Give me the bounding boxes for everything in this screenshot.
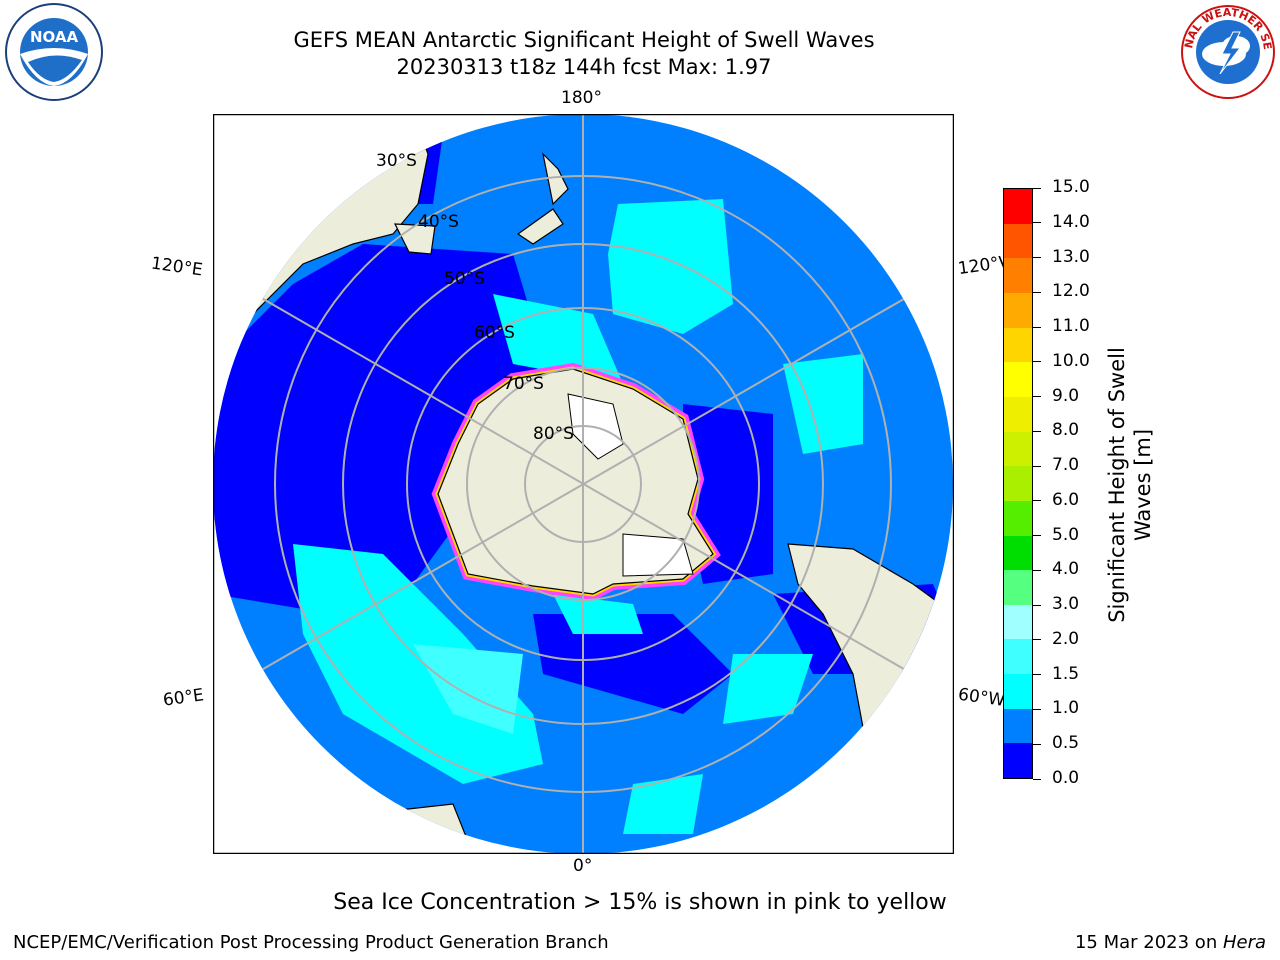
colorbar xyxy=(1003,188,1033,779)
colorbar-tick-label: 6.0 xyxy=(1052,489,1080,510)
footer-host: Hera xyxy=(1222,932,1266,953)
lat-label-30s: 30°S xyxy=(376,151,417,171)
colorbar-tick-label: 15.0 xyxy=(1052,177,1090,197)
colorbar-tick-label: 8.0 xyxy=(1052,420,1080,441)
colorbar-tick xyxy=(1033,222,1041,224)
colorbar-tick xyxy=(1033,708,1041,710)
low-swell-region-west xyxy=(213,244,543,614)
colorbar-tick xyxy=(1033,326,1041,328)
colorbar-tick xyxy=(1033,674,1041,676)
colorbar-tick-label: 9.0 xyxy=(1052,385,1080,406)
colorbar-tick-label: 0.0 xyxy=(1052,768,1080,788)
colorbar-tick xyxy=(1033,500,1041,502)
colorbar-tick xyxy=(1033,430,1041,432)
colorbar-tick-label: 10.0 xyxy=(1052,350,1090,371)
colorbar-tick-label: 14.0 xyxy=(1052,211,1090,232)
colorbar-tick xyxy=(1033,291,1041,293)
colorbar-segment xyxy=(1004,708,1032,744)
colorbar-tick xyxy=(1033,535,1041,537)
colorbar-tick-label: 1.5 xyxy=(1052,663,1080,684)
lat-label-60s: 60°S xyxy=(474,323,515,343)
colorbar-tick xyxy=(1033,743,1041,745)
map-border xyxy=(213,114,954,854)
colorbar-tick xyxy=(1033,257,1041,259)
lon-label-60e: 60°E xyxy=(161,685,206,711)
colorbar-tick-label: 5.0 xyxy=(1052,524,1080,545)
colorbar-tick xyxy=(1033,396,1041,398)
noaa-logo-text: NOAA xyxy=(30,28,79,46)
swell-region-east xyxy=(783,354,863,454)
lon-label-60w: 60°W xyxy=(956,684,1007,711)
colorbar-tick xyxy=(1033,604,1041,606)
colorbar-segment xyxy=(1004,431,1032,467)
colorbar-segment xyxy=(1004,258,1032,294)
colorbar-segment xyxy=(1004,293,1032,328)
colorbar-tick-label: 2.0 xyxy=(1052,628,1080,649)
colorbar-label: Significant Height of Swell Waves [m] xyxy=(1104,347,1156,623)
footer-date-text: 15 Mar 2023 on xyxy=(1074,932,1223,953)
colorbar-segment xyxy=(1004,466,1032,501)
noaa-logo: NOAA xyxy=(5,3,103,101)
ice-shelf-weddell xyxy=(622,533,694,577)
lat-label-50s: 50°S xyxy=(444,269,485,289)
colorbar-segment xyxy=(1004,604,1032,640)
colorbar-tick-label: 1.0 xyxy=(1052,698,1080,719)
colorbar-tick-label: 11.0 xyxy=(1052,316,1090,337)
colorbar-segment xyxy=(1004,535,1032,571)
colorbar-segment xyxy=(1004,674,1032,709)
lat-label-80s: 80°S xyxy=(533,424,574,444)
colorbar-tick xyxy=(1033,187,1041,189)
lon-label-0: 0° xyxy=(573,856,593,876)
colorbar-tick xyxy=(1033,569,1041,571)
colorbar-segment xyxy=(1004,396,1032,432)
colorbar-tick-label: 7.0 xyxy=(1052,455,1080,476)
colorbar-segment xyxy=(1004,223,1032,259)
colorbar-segment xyxy=(1004,743,1032,778)
lon-label-120e: 120°E xyxy=(149,253,204,281)
colorbar-tick-label: 0.5 xyxy=(1052,733,1080,754)
colorbar-tick-label: 3.0 xyxy=(1052,594,1080,615)
colorbar-segment xyxy=(1004,570,1032,605)
lat-label-40s: 40°S xyxy=(418,212,459,232)
chart-title: GEFS MEAN Antarctic Significant Height o… xyxy=(293,28,875,52)
land-nz-north xyxy=(542,152,569,206)
colorbar-label-line2: Waves [m] xyxy=(1131,428,1155,542)
lon-label-180: 180° xyxy=(561,88,602,108)
footer-date: 15 Mar 2023 on Hera xyxy=(1075,932,1266,953)
swell-region-southwest xyxy=(293,544,543,784)
colorbar-tick xyxy=(1033,778,1041,780)
sea-ice-note-text: Sea Ice Concentration > 15% is shown in … xyxy=(333,890,947,915)
colorbar-segment xyxy=(1004,500,1032,536)
land-nz-south xyxy=(516,208,564,245)
nws-logo: NATIONAL WEATHER SERVICE xyxy=(1178,2,1275,99)
colorbar-segment xyxy=(1004,327,1032,363)
colorbar-tick-label: 13.0 xyxy=(1052,246,1090,267)
colorbar-label-line1: Significant Height of Swell xyxy=(1105,347,1129,623)
lat-label-70s: 70°S xyxy=(503,374,544,394)
colorbar-tick xyxy=(1033,361,1041,363)
colorbar-tick-label: 12.0 xyxy=(1052,281,1090,302)
lon-label-120w: 120°W xyxy=(956,252,1006,280)
colorbar-segment xyxy=(1004,639,1032,675)
meridian-lines xyxy=(213,114,953,854)
swell-region-north xyxy=(608,199,733,334)
colorbar-tick xyxy=(1033,465,1041,467)
footer-credit: NCEP/EMC/Verification Post Processing Pr… xyxy=(13,932,609,953)
colorbar-tick-label: 4.0 xyxy=(1052,559,1080,580)
colorbar-tick xyxy=(1033,639,1041,641)
colorbar-segment xyxy=(1004,189,1032,224)
chart-subtitle: 20230313 t18z 144h fcst Max: 1.97 xyxy=(396,55,772,79)
sea-ice-note: Sea Ice Concentration > 15% is shown in … xyxy=(0,890,1280,915)
polar-map xyxy=(213,114,954,854)
colorbar-segment xyxy=(1004,362,1032,397)
